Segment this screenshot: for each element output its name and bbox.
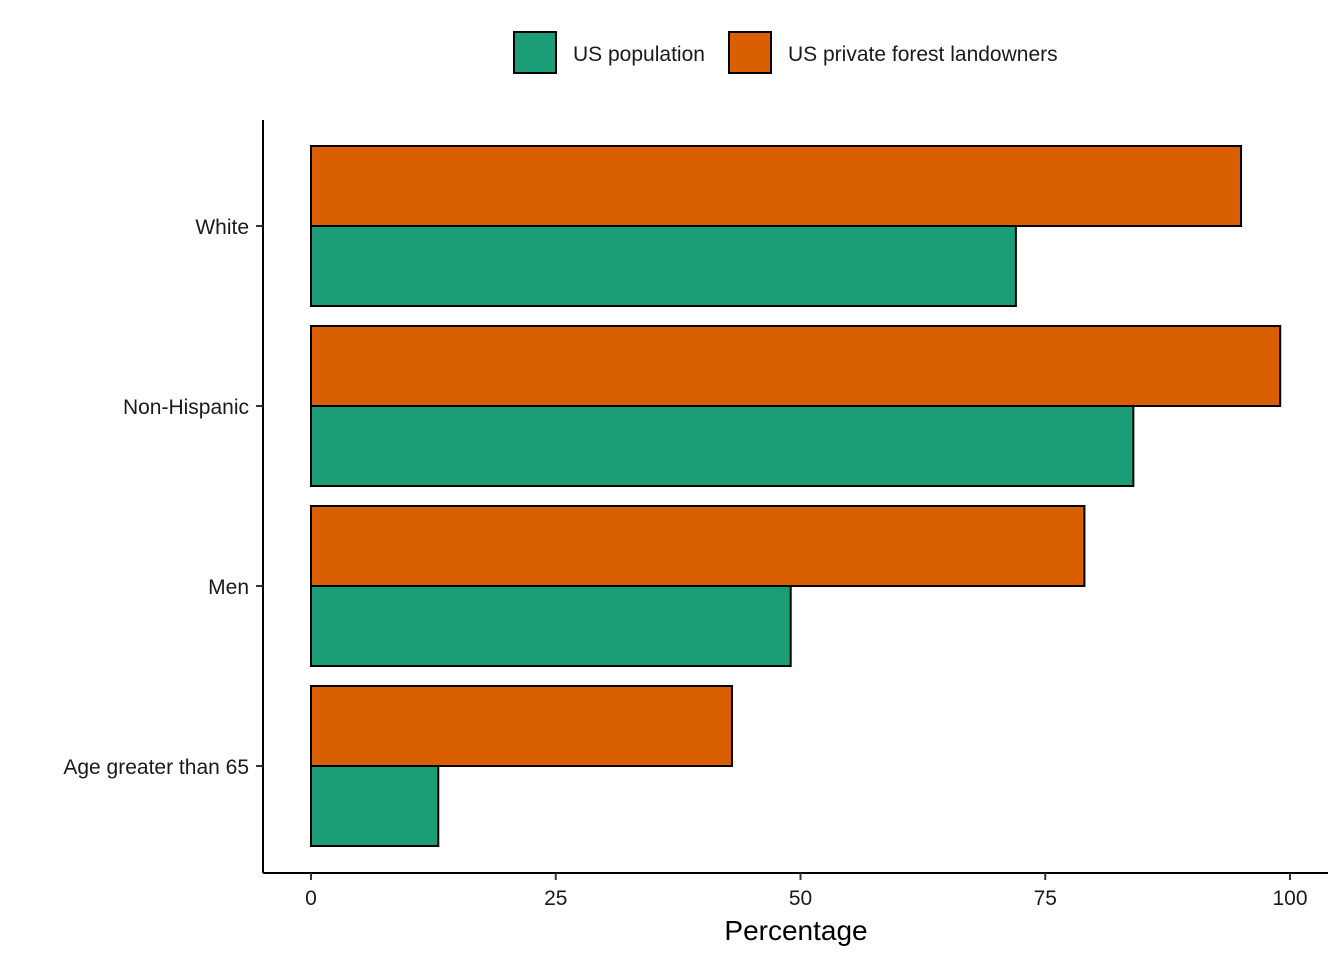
legend-key-us-population	[513, 31, 557, 74]
bars	[310, 145, 1282, 847]
x-tick-label: 75	[1034, 887, 1057, 910]
x-tick-label: 100	[1272, 887, 1307, 910]
x-tick-label: 25	[544, 887, 567, 910]
legend-label: US population	[573, 43, 705, 66]
y-tick-label: White	[195, 216, 249, 239]
legend: US population US private forest landowner…	[513, 31, 1058, 74]
legend-label: US private forest landowners	[788, 43, 1058, 66]
x-axis: 0 25 50 75 100	[263, 872, 1328, 910]
y-axis: White Non-Hispanic Men Age greater than 65	[63, 120, 264, 873]
legend-key-landowners	[728, 31, 772, 74]
y-tick-label: Non-Hispanic	[123, 396, 249, 419]
x-tick-label: 50	[789, 887, 812, 910]
bar-landowners-men	[310, 505, 1086, 587]
y-tick-label: Men	[208, 576, 249, 599]
bar-population-age-greater-than-65	[310, 765, 440, 847]
bar-population-non-hispanic	[310, 405, 1135, 487]
x-axis-title: Percentage	[724, 915, 867, 946]
bar-population-men	[310, 585, 792, 667]
x-tick-label: 0	[305, 887, 317, 910]
bar-population-white	[310, 225, 1017, 307]
y-tick-label: Age greater than 65	[63, 756, 249, 779]
bar-landowners-white	[310, 145, 1243, 227]
bar-landowners-non-hispanic	[310, 325, 1282, 407]
bar-landowners-age-greater-than-65	[310, 685, 733, 767]
